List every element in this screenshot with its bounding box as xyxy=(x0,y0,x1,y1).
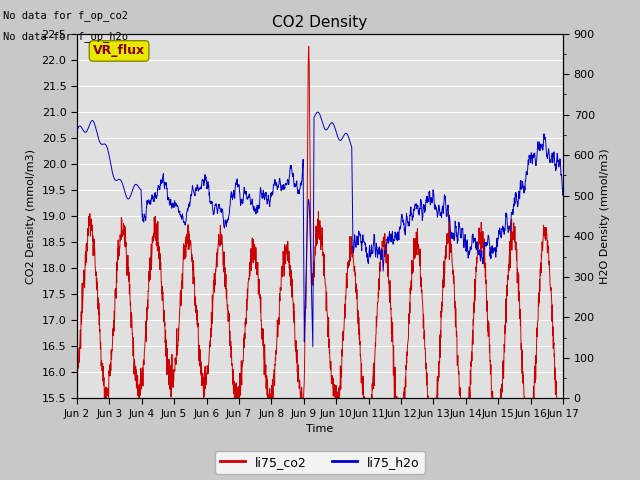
Y-axis label: CO2 Density (mmol/m3): CO2 Density (mmol/m3) xyxy=(26,148,36,284)
Text: VR_flux: VR_flux xyxy=(93,45,145,58)
Title: CO2 Density: CO2 Density xyxy=(273,15,367,30)
X-axis label: Time: Time xyxy=(307,424,333,434)
Legend: li75_co2, li75_h2o: li75_co2, li75_h2o xyxy=(215,451,425,474)
Text: No data for f_op_co2: No data for f_op_co2 xyxy=(3,10,128,21)
Text: No data for f_op_h2o: No data for f_op_h2o xyxy=(3,31,128,42)
Y-axis label: H2O Density (mmol/m3): H2O Density (mmol/m3) xyxy=(600,148,611,284)
